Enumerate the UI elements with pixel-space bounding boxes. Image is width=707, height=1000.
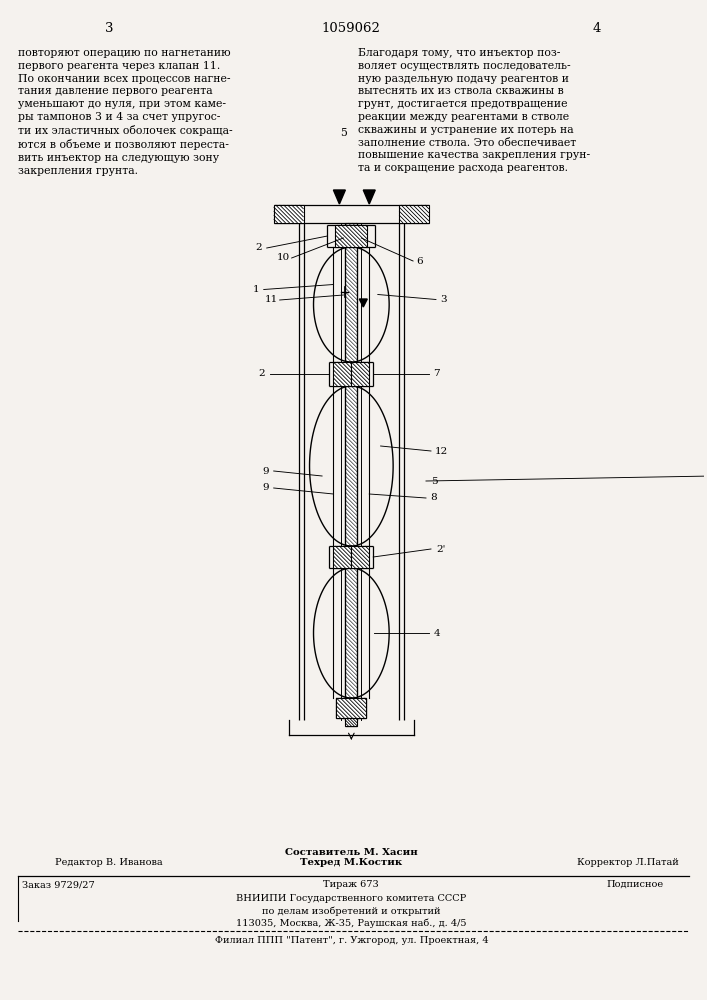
Text: 7: 7: [433, 369, 440, 378]
Polygon shape: [334, 190, 345, 204]
Text: Корректор Л.Патай: Корректор Л.Патай: [578, 858, 679, 867]
Text: 3: 3: [105, 22, 114, 35]
Text: 8: 8: [431, 493, 437, 502]
Text: 1: 1: [252, 285, 259, 294]
Text: 4: 4: [433, 629, 440, 638]
Bar: [345, 718, 357, 726]
Bar: [337, 698, 366, 718]
Text: Подписное: Подписное: [607, 880, 664, 889]
Text: 3: 3: [440, 295, 448, 304]
Text: Благодаря тому, что инъектор поз-
воляет осуществлять последователь-
ную раздель: Благодаря тому, что инъектор поз- воляет…: [358, 48, 590, 173]
Text: 2': 2': [436, 544, 445, 554]
Text: 9: 9: [262, 466, 269, 476]
Text: Редактор В. Иванова: Редактор В. Иванова: [54, 858, 163, 867]
Polygon shape: [363, 190, 375, 204]
Text: Филиал ППП "Патент", г. Ужгород, ул. Проектная, 4: Филиал ППП "Патент", г. Ужгород, ул. Про…: [214, 936, 488, 945]
Text: 2: 2: [259, 369, 265, 378]
Text: 9: 9: [262, 484, 269, 492]
Bar: [335, 225, 367, 247]
Bar: [351, 362, 369, 386]
Text: 10: 10: [277, 253, 291, 262]
Bar: [351, 546, 369, 568]
Text: Составитель М. Хасин
Техред М.Костик: Составитель М. Хасин Техред М.Костик: [285, 848, 418, 867]
Text: 5: 5: [431, 477, 437, 486]
Text: 2: 2: [255, 243, 262, 252]
Text: 12: 12: [434, 446, 448, 456]
Bar: [399, 205, 429, 223]
Text: 5: 5: [340, 128, 347, 138]
Bar: [345, 223, 357, 720]
Text: 1059062: 1059062: [322, 22, 381, 35]
Text: 4: 4: [593, 22, 602, 35]
Bar: [334, 546, 351, 568]
Text: Тираж 673: Тираж 673: [324, 880, 379, 889]
Text: Заказ 9729/27: Заказ 9729/27: [22, 880, 95, 889]
Bar: [334, 362, 351, 386]
Text: 11: 11: [265, 296, 279, 304]
Bar: [274, 205, 303, 223]
Text: ВНИИПИ Государственного комитета СССР: ВНИИПИ Государственного комитета СССР: [236, 894, 467, 903]
Text: 113035, Москва, Ж-35, Раушская наб., д. 4/5: 113035, Москва, Ж-35, Раушская наб., д. …: [236, 918, 467, 928]
Text: повторяют операцию по нагнетанию
первого реагента через клапан 11.
По окончании : повторяют операцию по нагнетанию первого…: [18, 48, 233, 176]
Text: 6: 6: [416, 256, 423, 265]
Polygon shape: [359, 299, 367, 307]
Text: по делам изобретений и открытий: по делам изобретений и открытий: [262, 906, 440, 916]
